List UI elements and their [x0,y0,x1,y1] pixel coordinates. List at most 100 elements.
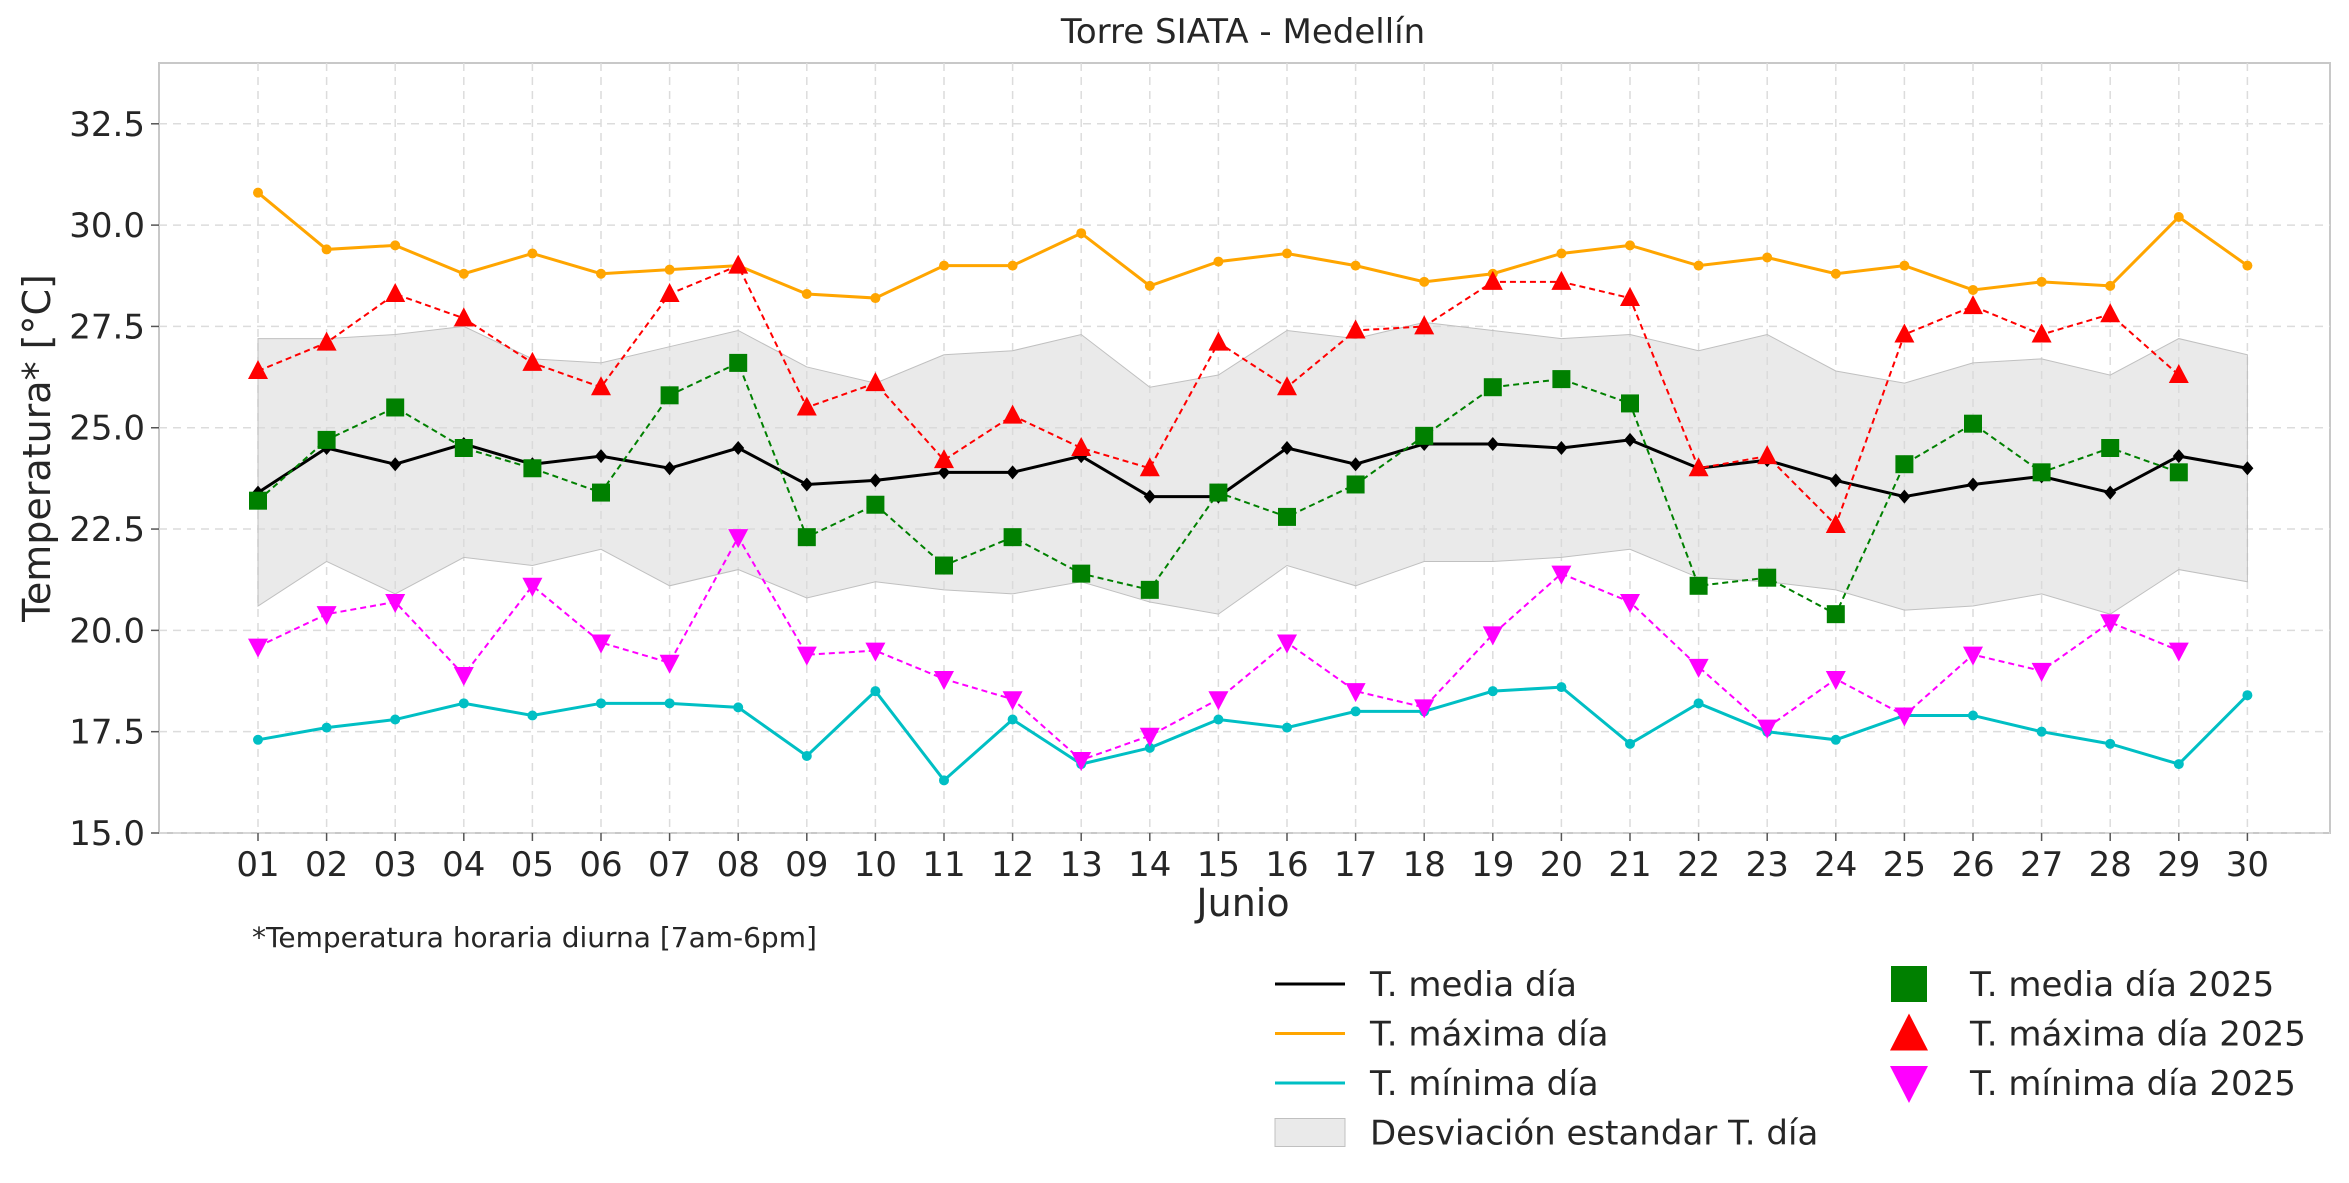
data-point [1139,457,1160,477]
legend-item: T. mínima día [1275,1064,1599,1104]
data-point [385,594,406,613]
data-point [1552,370,1571,389]
legend-label: T. media día [1369,965,1577,1005]
legend-label: T. máxima día [1369,1015,1609,1055]
data-point [1006,465,1019,480]
data-point [1551,270,1572,290]
legend-label: Desviación estandar T. día [1370,1114,1818,1154]
legend-item: Desviación estandar T. día [1274,1114,1818,1154]
data-point [2173,759,2184,770]
footnote: *Temperatura horaria diurna [7am-6pm] [252,921,817,954]
data-point [1213,256,1224,267]
data-point [1345,319,1366,339]
data-point [2242,690,2253,701]
legend-item: T. máxima día [1275,1015,1609,1055]
std-band-layer [257,321,2248,615]
data-point [1830,268,1841,279]
data-point [2173,212,2184,222]
data-point [801,289,812,299]
data-point [865,642,886,662]
legend-swatch [1890,1013,1928,1051]
data-point [1282,722,1292,733]
data-point [728,254,749,274]
data-point [1624,432,1636,447]
data-point [1620,594,1640,613]
data-point [1894,323,1915,343]
x-tick-label: 13 [1060,845,1103,885]
data-point [870,686,881,697]
legend-label: T. media día 2025 [1969,965,2274,1005]
data-point [321,244,332,255]
data-point [2168,364,2189,384]
data-point [527,248,538,259]
data-point [800,477,813,492]
data-point [458,268,469,279]
data-point [728,529,749,549]
data-point [732,441,745,455]
data-point [385,283,406,302]
series-4 [248,254,2189,533]
legend-swatch [1274,1118,1346,1147]
data-point [1277,634,1297,654]
data-point [1076,228,1087,239]
data-point [1282,248,1292,259]
data-point [1762,252,1773,263]
data-point [2169,463,2188,482]
data-point [934,671,954,690]
data-point [1963,295,1983,315]
data-point [1350,260,1361,271]
data-point [454,439,473,457]
data-point [1349,457,1362,472]
x-tick-label: 23 [1746,845,1789,885]
data-point [453,666,474,686]
data-point [2168,642,2189,662]
data-point [729,353,748,372]
data-point [1414,315,1435,335]
data-point [664,264,675,275]
data-point [1825,514,1846,533]
x-tick-label: 21 [1608,845,1651,885]
data-point [1556,248,1567,259]
data-point [1829,473,1842,488]
data-point [1483,378,1502,397]
x-tick-label: 26 [1951,845,1994,885]
x-tick-label: 19 [1471,845,1514,885]
y-tick-label: 22.5 [69,510,145,550]
data-point [1002,404,1023,424]
series-5 [248,529,2189,772]
data-point [2032,463,2051,482]
data-point [2105,738,2116,749]
data-point [595,449,607,464]
data-point [939,775,949,786]
data-point [596,698,606,709]
x-tick-label: 15 [1197,845,1240,885]
data-point [1963,646,1983,666]
series-3 [249,353,2188,624]
data-point [1071,437,1092,456]
x-tick-label: 24 [1814,845,1857,885]
data-point [1693,698,1704,709]
legend-item: T. media día [1275,965,1577,1005]
data-point [2101,439,2120,457]
data-point [1277,376,1297,396]
data-point [2242,260,2253,271]
data-point [1625,738,1635,749]
data-point [458,698,469,709]
data-point [527,710,538,721]
data-point [592,483,610,502]
legend-label: T. mínima día 2025 [1969,1064,2296,1104]
data-point [591,634,611,654]
data-point [2036,276,2047,287]
legend-item: T. máxima día 2025 [1890,1013,2306,1055]
data-point [1278,507,1296,526]
data-point [1007,260,1018,271]
data-point [591,376,611,396]
data-point [2036,726,2047,737]
y-tick-label: 32.5 [69,105,145,145]
data-point [1964,414,1982,433]
data-point [1757,719,1778,739]
series-2 [253,682,2253,786]
data-point [659,283,680,302]
x-tick-label: 05 [511,845,554,885]
data-point [1143,489,1156,504]
